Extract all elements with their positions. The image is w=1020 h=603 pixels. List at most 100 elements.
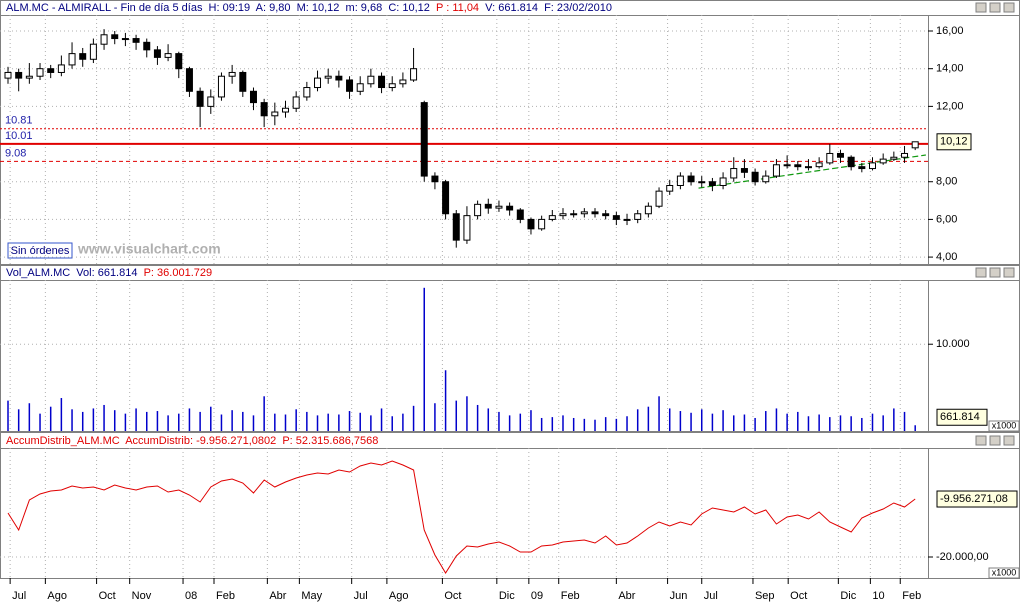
- current-value-label: 661.814: [940, 411, 980, 423]
- y-tick-label: 4,00: [936, 251, 957, 263]
- volume-bar: [113, 410, 116, 431]
- candle-body: [794, 164, 802, 168]
- volume-bar: [807, 416, 810, 431]
- volume-bar: [765, 411, 767, 431]
- volume-bar: [572, 417, 575, 431]
- volume-bar: [92, 408, 95, 431]
- volume-bar: [690, 412, 692, 431]
- volume-bar: [380, 408, 383, 431]
- minimize-button[interactable]: [975, 2, 987, 13]
- orders-button[interactable]: [7, 242, 73, 259]
- current-value-box: [936, 408, 988, 426]
- minimize-button[interactable]: [975, 435, 987, 446]
- x-tick-label: Oct: [444, 590, 461, 602]
- window-buttons[interactable]: [975, 2, 1015, 446]
- volume-bar: [423, 287, 425, 431]
- candle-body: [36, 68, 44, 77]
- candle-body: [15, 71, 23, 79]
- volume-bar: [220, 414, 223, 431]
- volume-bar: [391, 416, 393, 431]
- x-tick-label: Dic: [499, 590, 515, 602]
- volume-bar: [615, 418, 618, 431]
- candle-body: [420, 102, 428, 177]
- volume-bar: [594, 419, 596, 431]
- unit-box: [988, 567, 1020, 579]
- candle-body: [890, 156, 898, 160]
- candle-body: [346, 79, 354, 92]
- candle-body: [634, 213, 642, 220]
- y-tick-label: 8,00: [936, 176, 957, 188]
- candle-body: [314, 77, 322, 89]
- volume-bar: [647, 406, 650, 431]
- volume-bar: [893, 408, 895, 431]
- volume-bar: [17, 409, 20, 431]
- x-tick-label: Abr: [269, 590, 286, 602]
- orders-button-label[interactable]: Sin órdenes: [11, 245, 70, 257]
- volume-bar: [903, 411, 906, 431]
- volume-bar: [370, 415, 372, 431]
- volume-bar: [103, 404, 105, 431]
- candle-body: [879, 158, 887, 164]
- volume-bar: [487, 408, 490, 431]
- x-tick-label: Oct: [790, 590, 807, 602]
- candle-body: [516, 209, 524, 220]
- ad-panel: [0, 432, 1020, 579]
- x-tick-label: 09: [531, 590, 543, 602]
- title-part: AccumDistrib_ALM.MC AccumDistrib: -9.956…: [6, 435, 378, 447]
- candle-body: [292, 96, 300, 109]
- candle-body: [185, 68, 193, 92]
- maximize-button[interactable]: [989, 2, 1001, 13]
- candle-body: [580, 211, 588, 215]
- volume-bar: [306, 411, 308, 431]
- candle-body: [79, 53, 87, 60]
- volume-bar: [711, 413, 714, 431]
- x-tick-label: Abr: [618, 590, 635, 602]
- volume-bar: [871, 413, 874, 431]
- close-button[interactable]: [1003, 435, 1015, 446]
- close-button[interactable]: [1003, 267, 1015, 278]
- candle-body: [143, 41, 151, 51]
- volume-bar: [679, 411, 682, 431]
- candle-body: [217, 75, 225, 98]
- volume-bar: [124, 413, 127, 431]
- volume-bar: [444, 370, 447, 431]
- close-button[interactable]: [1003, 2, 1015, 13]
- candle-body: [826, 152, 834, 164]
- candle-body: [303, 87, 311, 98]
- x-tick-label: 08: [185, 590, 197, 602]
- volume-bar: [754, 417, 756, 431]
- volume-bar: [167, 415, 169, 431]
- x-tick-label: 10: [872, 590, 884, 602]
- candle-body: [153, 49, 161, 58]
- candle-body: [271, 111, 279, 117]
- candle-body: [815, 162, 823, 168]
- unit-box: [988, 420, 1020, 432]
- volume-bar: [636, 409, 639, 431]
- volume-bar: [797, 411, 799, 431]
- candle-body: [47, 68, 55, 73]
- x-tick-label: Jul: [704, 590, 718, 602]
- candle-body: [132, 38, 140, 43]
- title-part: P : 11,04: [436, 2, 479, 14]
- maximize-button[interactable]: [989, 267, 1001, 278]
- volume-bar: [519, 413, 522, 431]
- volume-bar: [882, 415, 884, 431]
- x-tick-label: Ago: [389, 590, 409, 602]
- x-tick-label: Ago: [47, 590, 67, 602]
- y-tick-label: 14,00: [936, 63, 964, 75]
- y-tick-label: 12,00: [936, 100, 964, 112]
- minimize-button[interactable]: [975, 267, 987, 278]
- volume-bar: [28, 403, 31, 431]
- panel-title: ALM.MC - ALMIRALL - Fin de día 5 días H:…: [6, 2, 612, 14]
- candle-body: [687, 175, 695, 183]
- candle-body: [506, 205, 514, 211]
- title-part: P: 36.001.729: [144, 267, 213, 279]
- x-tick-label: Nov: [132, 590, 152, 602]
- candle-body: [324, 75, 332, 79]
- candle-body: [378, 75, 386, 89]
- candle-body: [666, 184, 674, 192]
- volume-bar: [434, 403, 436, 431]
- candle-body: [740, 168, 748, 173]
- trend-line: [698, 154, 926, 189]
- maximize-button[interactable]: [989, 435, 1001, 446]
